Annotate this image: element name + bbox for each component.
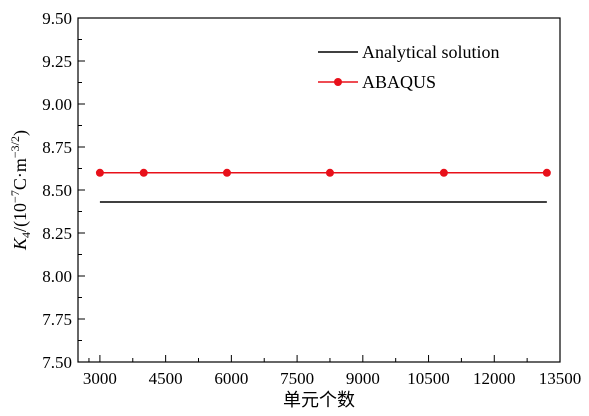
x-tick-label: 10500 <box>407 369 450 388</box>
y-axis-unit-prefix: /(10 <box>10 203 31 232</box>
y-tick-label: 7.50 <box>42 353 72 372</box>
y-tick-label: 9.00 <box>42 95 72 114</box>
y-axis-unit-suffix: ) <box>10 130 31 136</box>
y-axis-unit-exp2: −3/2 <box>8 136 22 158</box>
legend-label: ABAQUS <box>362 72 436 92</box>
x-tick-label: 3000 <box>83 369 117 388</box>
x-tick-label: 13500 <box>539 369 582 388</box>
axis-ticks: 3000 4500 6000 7500 9000 10500 12000 13500 7.50 7… <box>42 9 581 388</box>
legend: Analytical solution ABAQUS <box>318 42 499 92</box>
data-point <box>542 168 551 177</box>
x-tick-label: 6000 <box>214 369 248 388</box>
data-point <box>325 168 334 177</box>
y-tick-label: 8.75 <box>42 138 72 157</box>
y-tick-label: 8.00 <box>42 267 72 286</box>
y-tick-label: 8.50 <box>42 181 72 200</box>
plot-frame <box>77 17 561 363</box>
y-axis-symbol: K <box>10 237 30 251</box>
x-tick-label: 4500 <box>149 369 183 388</box>
y-axis-subscript: 4 <box>19 232 33 238</box>
y-tick-label: 7.75 <box>42 310 72 329</box>
legend-marker <box>334 78 342 86</box>
series-group <box>95 168 551 203</box>
data-point <box>139 168 148 177</box>
legend-label: Analytical solution <box>362 42 499 62</box>
x-tick-label: 9000 <box>346 369 380 388</box>
x-tick-label: 7500 <box>280 369 314 388</box>
x-tick-label: 12000 <box>473 369 516 388</box>
y-tick-label: 8.25 <box>42 224 72 243</box>
y-tick-label: 9.50 <box>42 9 72 28</box>
data-point <box>439 168 448 177</box>
y-axis-title: K4/(10−7C·m−3/2) <box>8 130 33 251</box>
x-axis-title: 单元个数 <box>283 390 355 410</box>
y-tick-label: 9.25 <box>42 52 72 71</box>
y-axis-unit-mid: C·m <box>10 158 30 190</box>
y-axis-unit-exp1: −7 <box>8 190 22 203</box>
data-point <box>95 168 104 177</box>
data-point <box>222 168 231 177</box>
